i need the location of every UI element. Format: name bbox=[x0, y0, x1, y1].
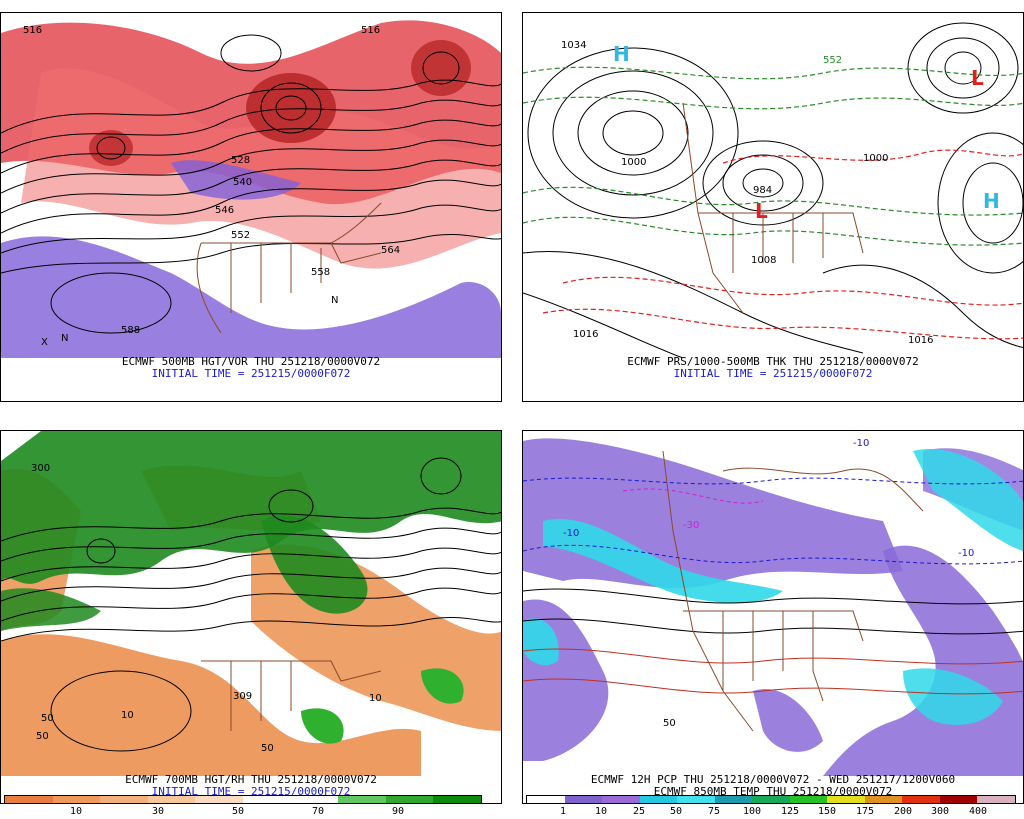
pcp-tick: 150 bbox=[817, 806, 837, 817]
pcp-tick: 200 bbox=[893, 806, 913, 817]
rh-label: 50 bbox=[41, 713, 54, 724]
contour-label: 528 bbox=[231, 155, 250, 166]
caption-line1: ECMWF 12H PCP THU 251218/0000V072 - WED … bbox=[590, 773, 956, 786]
pcp-colorbar-swatch bbox=[827, 796, 865, 803]
contour-label: 558 bbox=[311, 267, 330, 278]
pcp-colorbar-swatch bbox=[564, 796, 603, 803]
isobar-label: 1034 bbox=[561, 40, 586, 51]
caption-line1: ECMWF 500MB HGT/VOR THU 251218/0000V072 bbox=[121, 355, 381, 368]
pcp-colorbar-swatch bbox=[714, 796, 753, 803]
temp-label: -10 bbox=[853, 438, 869, 449]
contour-label: 516 bbox=[23, 25, 42, 36]
caption-line1: ECMWF PRS/1000-500MB THK THU 251218/0000… bbox=[627, 355, 919, 368]
rh-label: 50 bbox=[36, 731, 49, 742]
pcp-colorbar-swatch bbox=[902, 796, 940, 803]
pcp-tick: 50 bbox=[669, 806, 683, 817]
caption-line2: INITIAL TIME = 251215/0000F072 bbox=[151, 785, 351, 798]
temp-label: -30 bbox=[683, 520, 699, 531]
pcp-tick: 125 bbox=[780, 806, 800, 817]
rh-colorbar-swatch bbox=[52, 796, 101, 803]
pcp-colorbar-swatch bbox=[752, 796, 790, 803]
pcp-tick: 100 bbox=[742, 806, 762, 817]
map-pressure-thickness: 1034 1000 1000 1008 1016 1016 984 552 L … bbox=[523, 13, 1023, 358]
rh-colorbar-swatch bbox=[338, 796, 386, 803]
pcp-tick: 25 bbox=[632, 806, 646, 817]
caption-line1: ECMWF 700MB HGT/RH THU 251218/0000V072 bbox=[125, 773, 377, 786]
isobar-label: 1008 bbox=[751, 255, 776, 266]
low-pressure-marker: L bbox=[971, 66, 984, 90]
contour-label: 540 bbox=[233, 177, 252, 188]
caption-line2: INITIAL TIME = 251215/0000F072 bbox=[151, 367, 351, 380]
rh-colorbar-swatch bbox=[147, 796, 196, 803]
pcp-colorbar-swatch bbox=[527, 796, 565, 803]
map-500mb-vorticity: 516 516 528 540 546 552 558 564 588 N N … bbox=[1, 13, 501, 358]
rh-tick: 10 bbox=[69, 806, 83, 817]
pcp-tick: 300 bbox=[930, 806, 950, 817]
pcp-tick: 1 bbox=[559, 806, 567, 817]
pcp-tick: 75 bbox=[707, 806, 721, 817]
rh-tick: 70 bbox=[311, 806, 325, 817]
high-pressure-marker: H bbox=[613, 42, 630, 66]
contour-label: 552 bbox=[231, 230, 250, 241]
rh-label: 10 bbox=[369, 693, 382, 704]
isobar-label: 1000 bbox=[863, 153, 888, 164]
panel-500mb-hgt-vor: 516 516 528 540 546 552 558 564 588 N N … bbox=[0, 12, 502, 402]
pcp-colorbar-swatch bbox=[864, 796, 903, 803]
panel-12h-pcp-850mb-temp: -10 -10 -30 50 -10 ECMWF 12H PCP THU 251… bbox=[522, 430, 1024, 804]
temp-label: -10 bbox=[563, 528, 579, 539]
contour-label: 300 bbox=[31, 463, 50, 474]
pcp-tick: 175 bbox=[855, 806, 875, 817]
temp-label: 50 bbox=[663, 718, 676, 729]
isobar-label: 1016 bbox=[573, 329, 598, 340]
rh-tick: 30 bbox=[151, 806, 165, 817]
panel-700mb-hgt-rh: 10 50 50 50 10 309 300 ECMWF 700MB HGT/R… bbox=[0, 430, 502, 804]
pcp-colorbar bbox=[526, 795, 1016, 804]
rh-colorbar-swatch bbox=[100, 796, 148, 803]
low-pressure-marker: L bbox=[755, 199, 768, 223]
map-700mb-rh: 10 50 50 50 10 309 300 bbox=[1, 431, 501, 776]
panel-prs-thickness: 1034 1000 1000 1008 1016 1016 984 552 L … bbox=[522, 12, 1024, 402]
contour-label: 588 bbox=[121, 325, 140, 336]
rh-colorbar-swatch bbox=[290, 796, 339, 803]
caption-line2: INITIAL TIME = 251215/0000F072 bbox=[673, 367, 873, 380]
rh-tick: 50 bbox=[231, 806, 245, 817]
pcp-tick: 400 bbox=[968, 806, 988, 817]
vort-min-marker: X bbox=[41, 337, 48, 348]
contour-label: 516 bbox=[361, 25, 380, 36]
temp-label: -10 bbox=[958, 548, 974, 559]
rh-label: 10 bbox=[121, 710, 134, 721]
pcp-tick: 10 bbox=[594, 806, 608, 817]
vort-max-marker: N bbox=[61, 333, 68, 344]
caption-line2: ECMWF 850MB TEMP THU 251218/0000V072 bbox=[653, 785, 893, 798]
high-pressure-marker: H bbox=[983, 189, 1000, 213]
pcp-colorbar-swatch bbox=[602, 796, 640, 803]
rh-colorbar-swatch bbox=[385, 796, 434, 803]
rh-colorbar-swatch bbox=[433, 796, 481, 803]
pcp-colorbar-swatch bbox=[639, 796, 678, 803]
pcp-colorbar-swatch bbox=[977, 796, 1015, 803]
rh-tick: 90 bbox=[391, 806, 405, 817]
isobar-label: 984 bbox=[753, 185, 772, 196]
pcp-colorbar-swatch bbox=[789, 796, 828, 803]
map-precip-temp: -10 -10 -30 50 -10 bbox=[523, 431, 1023, 776]
contour-label: 564 bbox=[381, 245, 400, 256]
contour-label: 309 bbox=[233, 691, 252, 702]
isobar-label: 1000 bbox=[621, 157, 646, 168]
pcp-colorbar-swatch bbox=[677, 796, 715, 803]
isobar-label: 1016 bbox=[908, 335, 933, 346]
rh-colorbar-swatch bbox=[195, 796, 243, 803]
rh-colorbar-swatch bbox=[242, 796, 291, 803]
rh-colorbar-swatch bbox=[5, 796, 53, 803]
contour-label: 546 bbox=[215, 205, 234, 216]
pcp-colorbar-swatch bbox=[939, 796, 978, 803]
vort-max-marker: N bbox=[331, 295, 338, 306]
rh-colorbar bbox=[4, 795, 482, 804]
thickness-label: 552 bbox=[823, 55, 842, 66]
rh-label: 50 bbox=[261, 743, 274, 754]
